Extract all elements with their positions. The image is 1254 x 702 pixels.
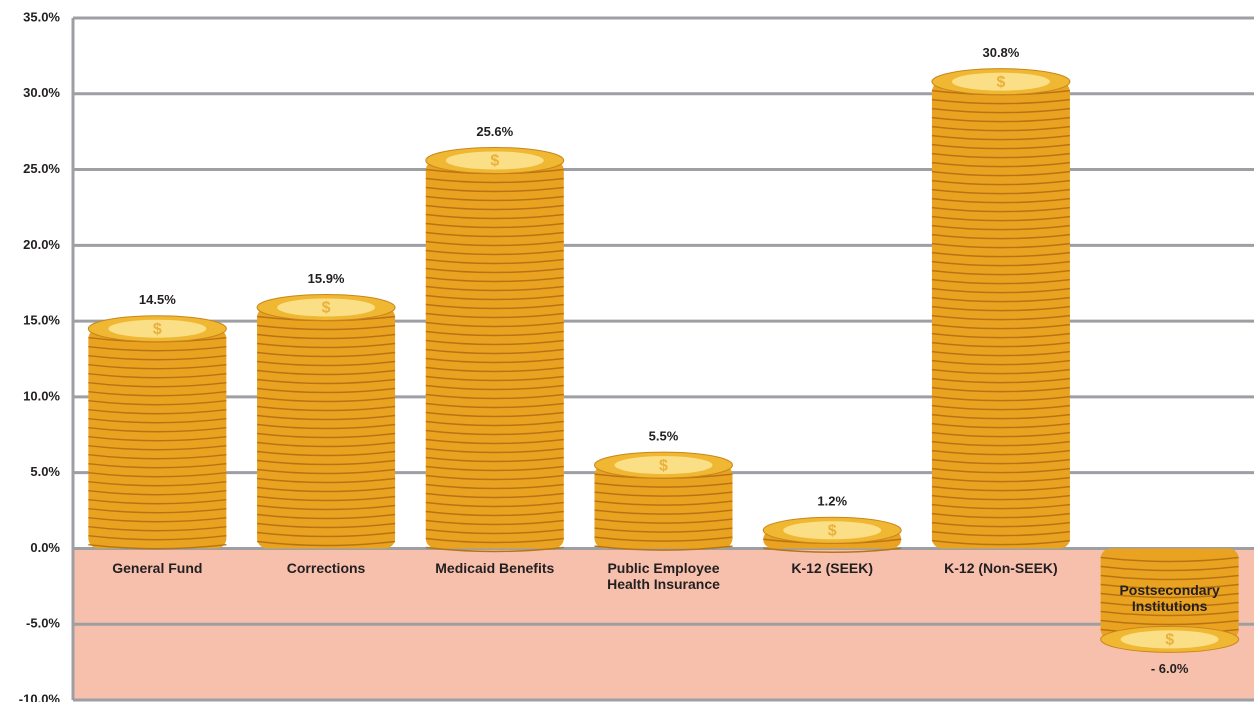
x-tick-label: Postsecondary Institutions (1090, 582, 1250, 614)
x-tick-label: K-12 (Non-SEEK) (921, 560, 1081, 576)
coin-symbol: $ (490, 153, 499, 170)
coin-stack: $ (426, 147, 564, 551)
x-tick-label: K-12 (SEEK) (752, 560, 912, 576)
chart-container: -10.0% -5.0% 0.0% 5.0% 10.0% 15.0% 20.0% 25.0% 3… (0, 0, 1254, 702)
chart: -10.0% -5.0% 0.0% 5.0% 10.0% 15.0% 20.0% 25.0% 3… (0, 0, 1254, 702)
x-tick-label: General Fund (77, 560, 237, 576)
bar (932, 82, 1070, 549)
y-tick-label: 20.0% (23, 237, 60, 252)
value-label: 25.6% (476, 124, 513, 139)
coin-stack: $ (257, 294, 395, 548)
coin-stack: $ (88, 316, 226, 549)
coin-symbol: $ (659, 457, 668, 474)
coin-symbol: $ (1165, 632, 1174, 649)
value-label: 1.2% (817, 494, 847, 509)
coin-symbol: $ (153, 321, 162, 338)
value-label: - 6.0% (1151, 661, 1189, 676)
y-tick-label: 0.0% (30, 540, 60, 555)
coin-stack: $ (932, 69, 1070, 549)
value-label: 15.9% (308, 271, 345, 286)
y-tick-label: 35.0% (23, 9, 60, 24)
coin-stack: $ (763, 517, 901, 552)
coin-symbol: $ (828, 522, 837, 539)
x-tick-label: Medicaid Benefits (415, 560, 575, 576)
y-tick-label: 25.0% (23, 161, 60, 176)
y-tick-label: -10.0% (19, 691, 61, 702)
y-tick-label: 10.0% (23, 388, 60, 403)
coin-stack: $ (595, 452, 733, 550)
value-label: 14.5% (139, 292, 176, 307)
value-label: 30.8% (982, 45, 1019, 60)
x-tick-label: Public Employee Health Insurance (584, 560, 744, 592)
y-tick-label: 5.0% (30, 464, 60, 479)
y-tick-label: 15.0% (23, 313, 60, 328)
coin-symbol: $ (996, 74, 1005, 91)
value-label: 5.5% (649, 429, 679, 444)
x-tick-label: Corrections (246, 560, 406, 576)
y-tick-label: -5.0% (26, 616, 60, 631)
y-tick-label: 30.0% (23, 85, 60, 100)
coin-symbol: $ (322, 300, 331, 317)
